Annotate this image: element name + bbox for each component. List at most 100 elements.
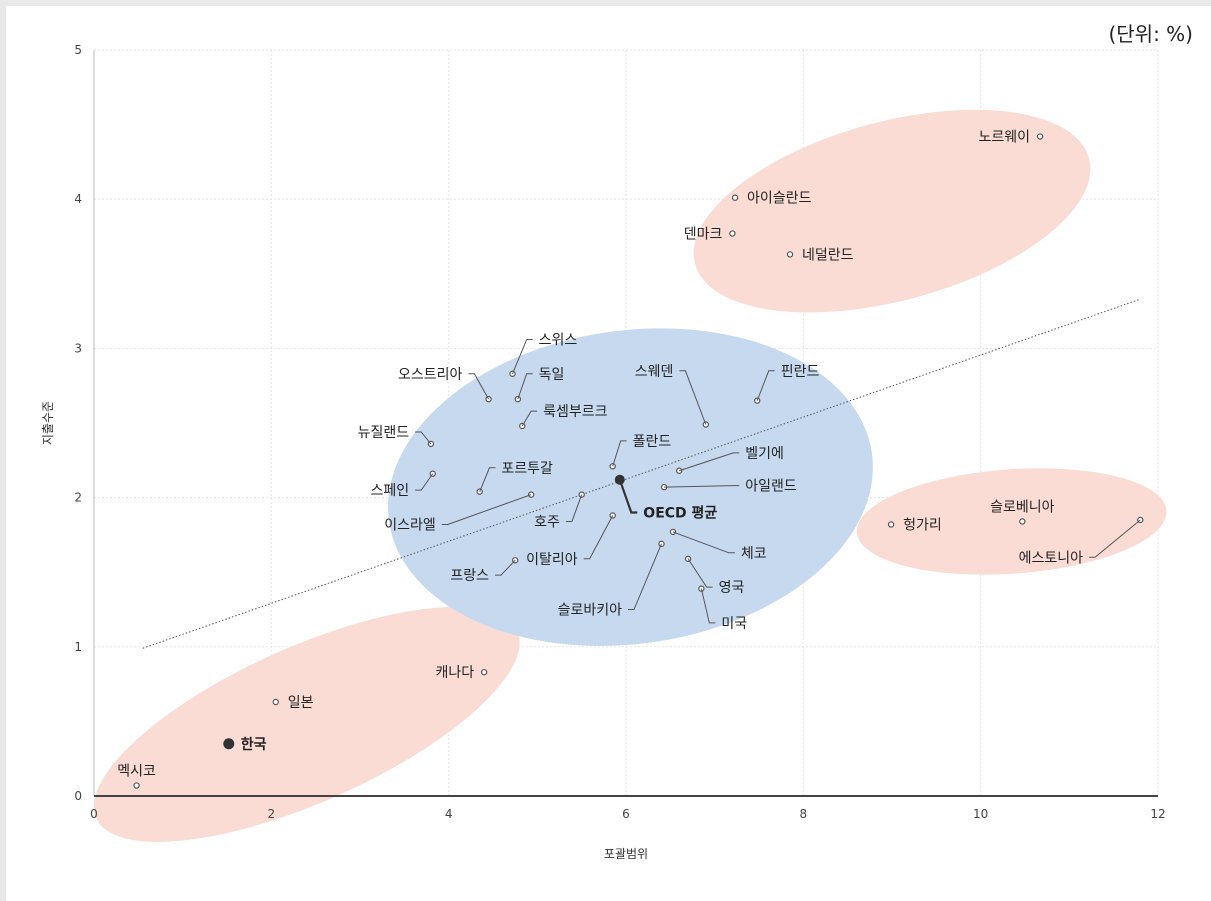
leader-line xyxy=(441,494,532,525)
data-point-group: 미국 xyxy=(698,585,747,632)
leader-line xyxy=(628,543,662,610)
data-point xyxy=(1036,133,1044,140)
leader-line xyxy=(512,338,533,374)
x-tick-label: 6 xyxy=(622,807,630,821)
x-tick-label: 10 xyxy=(973,807,988,821)
data-point-group: 포르투갈 xyxy=(476,461,553,495)
y-tick-label: 5 xyxy=(74,43,82,57)
y-axis-title: 지출수준 xyxy=(41,401,55,445)
data-point-group: 스페인 xyxy=(371,470,436,499)
point-label: 아이슬란드 xyxy=(747,191,812,207)
leader-line xyxy=(679,452,740,472)
point-label: 호주 xyxy=(534,514,560,530)
point-label: 프랑스 xyxy=(450,568,489,584)
data-point xyxy=(887,521,895,528)
leader-line xyxy=(672,531,735,554)
point-label: 룩셈부르크 xyxy=(543,404,608,420)
point-label: 독일 xyxy=(539,367,565,383)
x-tick-label: 0 xyxy=(90,807,98,821)
point-label: 캐나다 xyxy=(435,665,474,681)
clusters xyxy=(93,109,1167,842)
data-point-group: 체코 xyxy=(669,528,767,562)
leader-line xyxy=(521,410,538,427)
data-point xyxy=(702,421,710,428)
leader-line xyxy=(679,370,707,425)
x-tick-label: 8 xyxy=(800,807,808,821)
point-label: 벨기에 xyxy=(745,446,784,462)
cluster-red xyxy=(93,606,520,842)
leader-line xyxy=(415,473,434,491)
leader-line xyxy=(415,431,432,445)
data-point-group: 핀란드 xyxy=(754,364,820,404)
data-point-group: 노르웨이 xyxy=(979,130,1044,146)
leader-line xyxy=(479,467,496,492)
y-tick-label: 1 xyxy=(74,640,82,654)
leader-line xyxy=(687,558,713,588)
cluster-red xyxy=(856,468,1167,575)
point-label: 핀란드 xyxy=(781,364,820,380)
data-point-group: 이탈리아 xyxy=(526,512,616,568)
leader-line xyxy=(1089,519,1141,558)
y-tick-label: 2 xyxy=(74,491,82,505)
leader-line xyxy=(495,559,516,576)
data-point-group: 일본 xyxy=(272,695,314,711)
data-point xyxy=(786,251,794,258)
leader-line xyxy=(618,479,638,514)
data-point xyxy=(731,194,739,201)
data-point xyxy=(480,668,488,676)
x-tick-label: 2 xyxy=(268,807,276,821)
trendline xyxy=(142,298,1141,649)
leader-line xyxy=(612,440,627,467)
trendline-line xyxy=(142,298,1141,649)
point-label: 이탈리아 xyxy=(526,552,578,568)
data-point-group: 룩셈부르크 xyxy=(519,404,608,430)
point-label: 일본 xyxy=(288,695,314,711)
data-point-group: 프랑스 xyxy=(450,557,519,584)
leader-line xyxy=(517,373,533,400)
x-axis-title: 포괄범위 xyxy=(604,847,648,861)
data-point-group: 네덜란드 xyxy=(786,247,854,263)
cluster-red xyxy=(693,109,1091,313)
leader-line xyxy=(664,485,740,488)
point-label: 슬로바키아 xyxy=(558,603,623,619)
data-point-group: 스웨덴 xyxy=(635,364,710,428)
leader-line xyxy=(468,373,490,400)
data-point-group: 한국 xyxy=(223,737,267,753)
data-point-group: 슬로바키아 xyxy=(558,540,665,619)
point-label: 아일랜드 xyxy=(745,479,797,495)
data-point-group: 멕시코 xyxy=(117,764,156,789)
data-point xyxy=(609,512,616,519)
point-label: 영국 xyxy=(719,580,745,596)
data-point xyxy=(223,738,235,750)
data-point-group: 영국 xyxy=(684,555,745,596)
point-label: 멕시코 xyxy=(117,764,156,780)
point-label: 포르투갈 xyxy=(501,461,553,477)
data-point xyxy=(133,782,140,789)
point-label: 네덜란드 xyxy=(802,247,854,263)
data-point xyxy=(272,698,279,706)
data-point-group: 스위스 xyxy=(509,332,577,377)
leader-line xyxy=(756,370,775,401)
point-label: 폴란드 xyxy=(633,434,672,450)
data-point-group: 슬로베니아 xyxy=(990,499,1055,525)
point-label: 뉴질랜드 xyxy=(358,425,410,441)
point-label: 에스토니아 xyxy=(1019,550,1084,566)
leader-line xyxy=(583,515,614,560)
data-point-group: 폴란드 xyxy=(609,434,672,470)
y-tick-label: 4 xyxy=(74,192,82,206)
point-label: 슬로베니아 xyxy=(990,499,1055,515)
point-label: 스웨덴 xyxy=(635,364,674,380)
point-label: 스페인 xyxy=(371,483,410,499)
chart-frame: (단위: %) 0 1 2 3 4 5 0 2 4 6 8 10 12 멕시코 한국 일본 캐나다 스위스 오스트… xyxy=(6,6,1211,901)
point-label: 이스라엘 xyxy=(384,517,436,533)
x-tick-label: 4 xyxy=(445,807,453,821)
leader-line xyxy=(565,494,583,522)
data-point xyxy=(578,491,585,498)
point-label: 체코 xyxy=(741,546,767,562)
point-label: 오스트리아 xyxy=(398,367,463,383)
data-point-group: 벨기에 xyxy=(676,446,784,474)
leader-line xyxy=(700,588,716,624)
